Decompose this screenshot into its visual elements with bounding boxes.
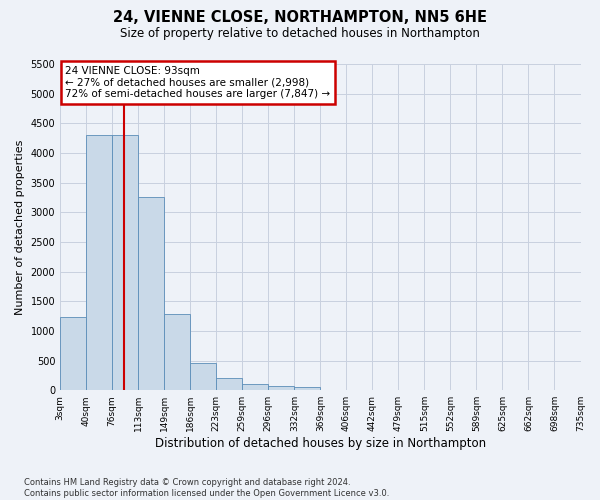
Text: 24, VIENNE CLOSE, NORTHAMPTON, NN5 6HE: 24, VIENNE CLOSE, NORTHAMPTON, NN5 6HE [113,10,487,25]
Bar [60,318,86,390]
Bar [86,135,112,390]
Bar [268,386,295,390]
Y-axis label: Number of detached properties: Number of detached properties [15,140,25,315]
Bar [138,198,164,390]
Bar [164,314,190,390]
Bar [295,387,320,390]
Bar [216,378,242,390]
X-axis label: Distribution of detached houses by size in Northampton: Distribution of detached houses by size … [155,437,486,450]
Text: 24 VIENNE CLOSE: 93sqm
← 27% of detached houses are smaller (2,998)
72% of semi-: 24 VIENNE CLOSE: 93sqm ← 27% of detached… [65,66,331,99]
Text: Contains HM Land Registry data © Crown copyright and database right 2024.
Contai: Contains HM Land Registry data © Crown c… [24,478,389,498]
Bar [112,135,138,390]
Text: Size of property relative to detached houses in Northampton: Size of property relative to detached ho… [120,28,480,40]
Bar [242,384,268,390]
Bar [190,363,216,390]
